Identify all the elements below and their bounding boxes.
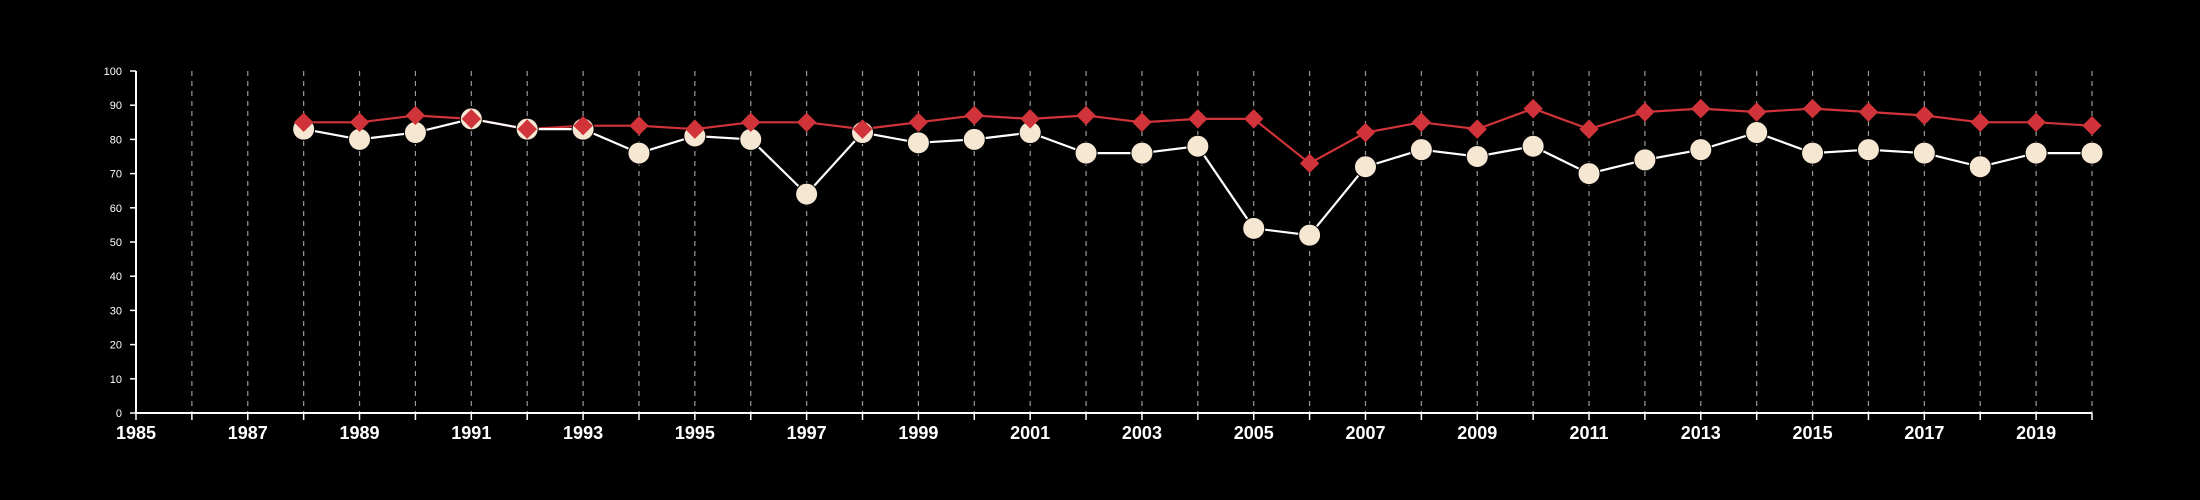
point-circle-2005 (1242, 216, 1266, 240)
point-circle-2009 (1465, 145, 1489, 168)
point-circle-2011 (1577, 162, 1601, 186)
point-circle-2018 (1968, 155, 1992, 179)
point-circle-2002 (1074, 141, 1098, 165)
point-diamond-2009 (1467, 119, 1487, 139)
point-circle-2006 (1298, 223, 1322, 247)
point-diamond-2002 (1076, 105, 1096, 126)
x-tick-label-2013: 2013 (1681, 423, 1721, 443)
x-tick-label-2015: 2015 (1793, 423, 1833, 443)
point-diamond-1992 (517, 119, 537, 139)
point-circle-2013 (1689, 138, 1713, 162)
point-diamond-2014 (1746, 102, 1767, 122)
point-circle-2007 (1353, 155, 1377, 179)
x-tick-label-2017: 2017 (1904, 423, 1944, 443)
y-tick-label-0: 0 (116, 408, 122, 420)
x-tick-label-2011: 2011 (1569, 423, 1608, 443)
x-axis-ticks: 1985 1987 1989 1991 1993 1995 1997 1999 2001 2003… (116, 413, 2093, 443)
point-diamond-1991 (461, 109, 482, 129)
axes (135, 71, 2092, 414)
point-diamond-1995 (685, 119, 705, 139)
point-diamond-2011 (1579, 119, 1599, 139)
x-tick-label-1993: 1993 (563, 423, 603, 443)
point-diamond-2006 (1299, 153, 1320, 174)
point-circle-2004 (1186, 134, 1210, 158)
y-tick-label-80: 80 (110, 134, 122, 146)
y-tick-label-70: 70 (110, 169, 122, 181)
y-tick-label-30: 30 (110, 305, 122, 317)
x-tick-label-2003: 2003 (1122, 423, 1162, 443)
point-circle-2000 (962, 127, 986, 151)
point-circle-1999 (906, 131, 930, 155)
point-diamond-2010 (1523, 98, 1543, 119)
point-diamond-2015 (1802, 98, 1823, 119)
point-diamond-2003 (1132, 112, 1152, 133)
point-diamond-1996 (741, 112, 761, 133)
point-diamond-2020 (2082, 116, 2102, 136)
point-diamond-2018 (1970, 112, 1990, 133)
x-tick-label-2007: 2007 (1345, 423, 1385, 443)
point-diamond-2019 (2026, 112, 2046, 133)
x-tick-label-1987: 1987 (228, 423, 268, 443)
y-tick-label-50: 50 (110, 237, 122, 249)
point-diamond-2013 (1691, 98, 1711, 119)
x-tick-label-1985: 1985 (116, 423, 156, 443)
point-diamond-2016 (1858, 102, 1879, 122)
y-tick-label-100: 100 (104, 66, 122, 78)
point-diamond-1998 (852, 119, 873, 139)
point-circle-2014 (1745, 121, 1769, 145)
x-tick-label-1999: 1999 (898, 423, 938, 443)
point-diamond-2004 (1188, 109, 1208, 129)
x-tick-label-2009: 2009 (1457, 423, 1497, 443)
point-circle-2019 (2024, 141, 2048, 165)
point-diamond-1988 (293, 112, 314, 133)
x-tick-label-1989: 1989 (340, 423, 380, 443)
y-tick-label-90: 90 (110, 100, 122, 112)
x-tick-label-2005: 2005 (1234, 423, 1274, 443)
point-diamond-1999 (908, 112, 929, 133)
point-diamond-2001 (1020, 109, 1040, 129)
point-diamond-1989 (349, 112, 370, 133)
y-tick-label-40: 40 (110, 271, 122, 283)
x-tick-label-2001: 2001 (1010, 423, 1050, 443)
point-diamond-2008 (1411, 112, 1432, 133)
data-series (292, 98, 2104, 247)
point-circle-2010 (1521, 134, 1545, 158)
point-diamond-1994 (629, 116, 649, 136)
x-tick-label-1991: 1991 (451, 423, 491, 443)
point-diamond-1990 (405, 105, 426, 126)
y-tick-label-60: 60 (110, 203, 122, 215)
point-circle-2003 (1130, 141, 1154, 165)
y-tick-label-10: 10 (110, 374, 122, 386)
point-circle-2015 (1801, 141, 1825, 165)
point-circle-2008 (1409, 138, 1433, 162)
x-tick-label-1995: 1995 (675, 423, 715, 443)
point-diamond-2000 (964, 105, 984, 126)
point-diamond-1993 (573, 116, 593, 136)
y-tick-label-20: 20 (110, 340, 122, 352)
x-tick-label-1997: 1997 (787, 423, 827, 443)
point-circle-1994 (627, 141, 651, 165)
point-diamond-2012 (1635, 102, 1655, 122)
point-circle-1997 (795, 182, 819, 206)
x-tick-label-2019: 2019 (2016, 423, 2056, 443)
point-diamond-2005 (1244, 109, 1264, 129)
point-circle-2017 (1912, 141, 1936, 165)
y-axis-ticks: 0 10 20 30 40 50 60 70 80 90 100 (104, 66, 136, 420)
point-circle-2012 (1633, 148, 1657, 172)
point-circle-2016 (1856, 138, 1880, 162)
point-diamond-1997 (796, 112, 817, 133)
point-circle-2020 (2080, 141, 2104, 165)
point-diamond-2017 (1914, 105, 1935, 126)
point-diamond-2007 (1355, 122, 1376, 143)
